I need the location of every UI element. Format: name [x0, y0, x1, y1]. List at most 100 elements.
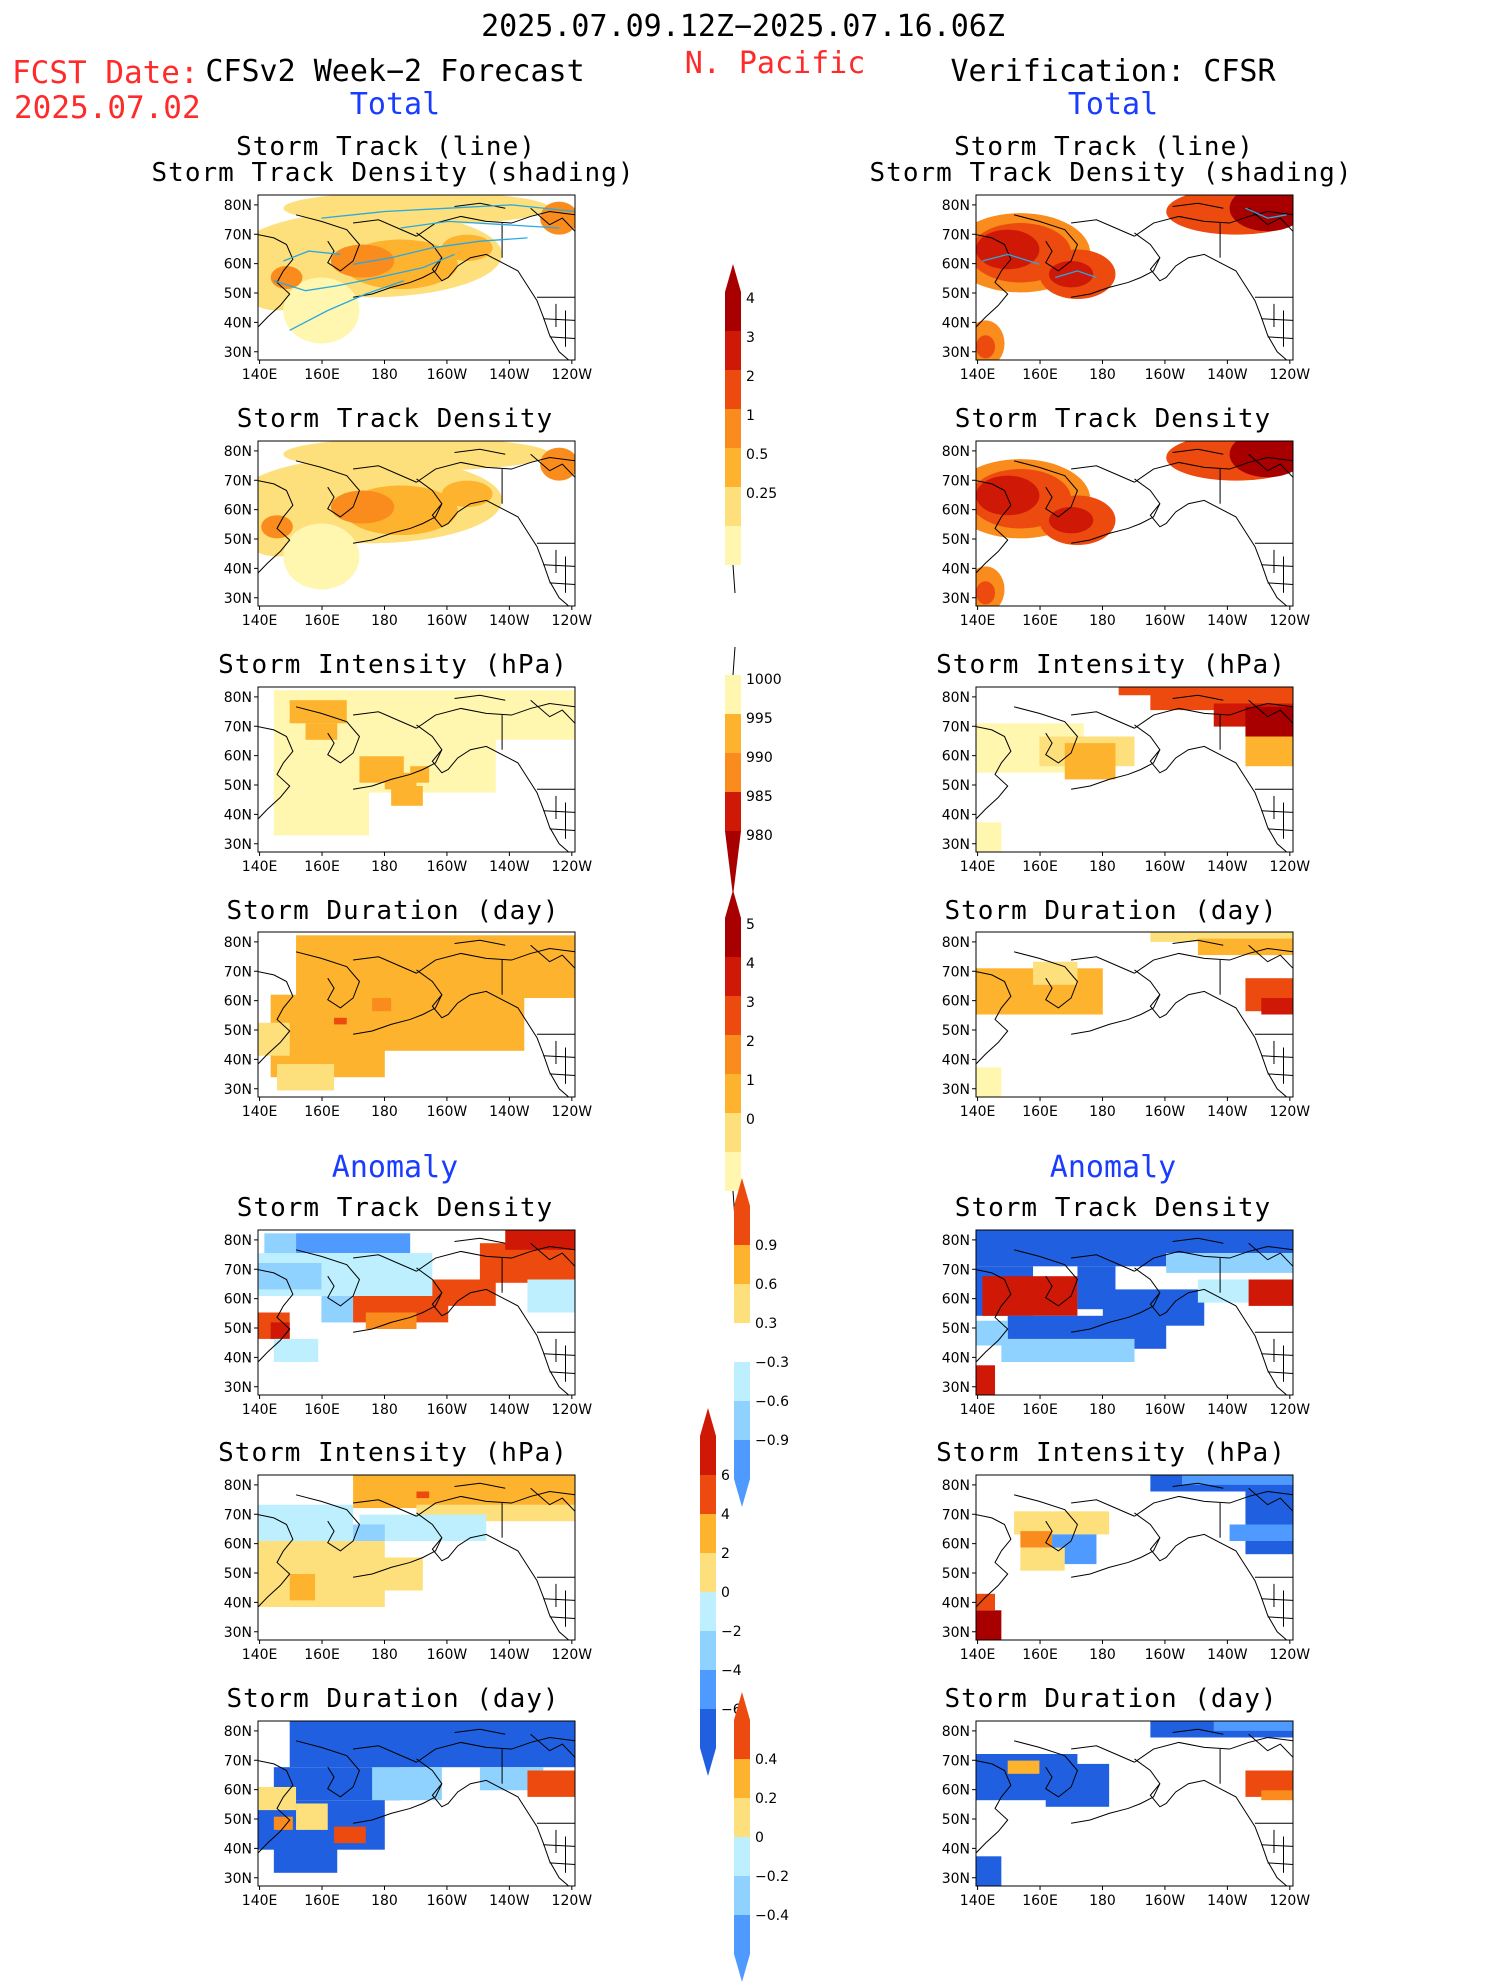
lat-label: 40N — [224, 561, 252, 577]
storm-track-line — [982, 253, 1040, 265]
coastline — [416, 1267, 569, 1395]
colorbar-segment — [725, 714, 741, 753]
coastline — [1134, 969, 1287, 1097]
coastline — [530, 944, 575, 969]
shading-cell — [410, 766, 430, 783]
coastline — [1172, 1237, 1224, 1244]
coastline — [1172, 448, 1224, 455]
coastline — [549, 1862, 575, 1866]
shading-cell — [540, 447, 575, 481]
colorbar-label: 2 — [746, 1034, 755, 1050]
coastline — [416, 232, 569, 360]
shading-cell — [1048, 261, 1094, 288]
coastline — [295, 1494, 361, 1552]
coastline — [295, 706, 361, 764]
coastline — [1267, 1862, 1293, 1866]
coastline — [353, 219, 417, 237]
shading-cell — [296, 1803, 328, 1830]
lat-label: 30N — [942, 345, 970, 361]
coastline — [1013, 1494, 1079, 1552]
lon-label: 140W — [489, 1104, 530, 1120]
coastline — [1248, 453, 1293, 478]
map-intensity-forecast: 140E 160E 180 160W 140W 120W 80N 70N 60N 50N 40N 30… — [210, 686, 592, 878]
lon-label: 160W — [1145, 859, 1186, 875]
lat-label: 30N — [942, 1082, 970, 1098]
shading-cell — [258, 1504, 354, 1541]
coastline — [416, 702, 575, 729]
shading-cell — [296, 1233, 411, 1254]
map-intensity-verification: 140E 160E 180 160W 140W 120W 80N 70N 60N 50N 40N 30… — [928, 686, 1310, 878]
coastline — [1071, 1783, 1161, 1824]
lon-label: 120W — [1270, 1647, 1311, 1663]
shading-cell — [273, 1816, 293, 1830]
shading-cell — [273, 1843, 338, 1873]
lat-label: 70N — [942, 719, 970, 735]
coastline — [454, 1482, 506, 1489]
coastline — [353, 1783, 443, 1824]
colorbar-label: 0 — [755, 1830, 764, 1846]
shading-cell — [289, 1574, 316, 1601]
colorbar-segment — [725, 996, 741, 1035]
lat-label: 60N — [224, 994, 252, 1010]
coastline — [1248, 944, 1293, 969]
coastline — [1267, 582, 1293, 586]
coastline — [543, 810, 575, 813]
lat-label: 30N — [224, 1380, 252, 1396]
shading-cell — [540, 201, 575, 235]
coastline — [530, 1733, 575, 1758]
shading-cell — [372, 998, 392, 1012]
lat-label: 60N — [224, 1783, 252, 1799]
coastline — [1013, 214, 1079, 272]
shading-cell — [976, 1320, 1008, 1346]
lat-label: 40N — [942, 807, 970, 823]
coastline — [1248, 207, 1293, 232]
shading-cell — [1261, 1790, 1293, 1801]
lon-label: 160E — [1022, 1402, 1058, 1418]
lon-label: 140W — [489, 859, 530, 875]
lon-label: 120W — [552, 1893, 593, 1909]
shading-cell — [270, 265, 303, 290]
lat-label: 30N — [942, 837, 970, 853]
colorbar-tail-top — [732, 646, 736, 676]
coastline — [1071, 711, 1135, 729]
lat-label: 70N — [942, 1507, 970, 1523]
shading-cell — [1064, 743, 1116, 780]
coastline — [1248, 1733, 1293, 1758]
map-frame — [257, 1474, 576, 1641]
shading-cell — [305, 723, 338, 740]
colorbar-intensity-total: 1000 995 990 985 980 — [724, 645, 794, 904]
lat-label: 70N — [942, 227, 970, 243]
coastline — [976, 1760, 1012, 1854]
coastline — [976, 234, 1012, 328]
lon-label: 160W — [1145, 1402, 1186, 1418]
storm-track-line — [1055, 270, 1097, 279]
colorbar-segment — [734, 1284, 750, 1323]
lat-label: 50N — [942, 286, 970, 302]
coastline — [530, 699, 575, 724]
coastline — [1134, 947, 1293, 974]
coastline — [976, 480, 1012, 574]
lon-label: 180 — [1089, 613, 1116, 629]
coastline — [1071, 1292, 1161, 1333]
map-density-forecast: 140E 160E 180 160W 140W 120W 80N 70N 60N 50N 40N 30… — [210, 440, 592, 632]
title-duration-left: Storm Duration (day) — [226, 896, 560, 926]
coastline — [1172, 202, 1224, 209]
coastline — [1071, 503, 1161, 544]
storm-track-line — [289, 280, 405, 331]
shading-cell — [976, 1249, 1167, 1267]
coastline — [1013, 951, 1079, 1009]
lat-label: 30N — [224, 1871, 252, 1887]
coastline — [353, 749, 443, 790]
colorbar-density-anom: 0.9 0.6 0.3 −0.3 −0.6 −0.9 — [733, 1176, 803, 1513]
coastline — [295, 460, 361, 518]
shading-cell — [353, 1524, 385, 1541]
coastline — [416, 1245, 575, 1272]
lat-label: 70N — [942, 964, 970, 980]
colorbar-segment — [725, 487, 741, 526]
lat-label: 40N — [942, 1841, 970, 1857]
coastline — [1013, 1740, 1079, 1798]
lat-label: 50N — [942, 1566, 970, 1582]
lat-label: 80N — [942, 444, 970, 460]
lat-label: 30N — [224, 1625, 252, 1641]
lon-label: 140W — [1207, 1647, 1248, 1663]
